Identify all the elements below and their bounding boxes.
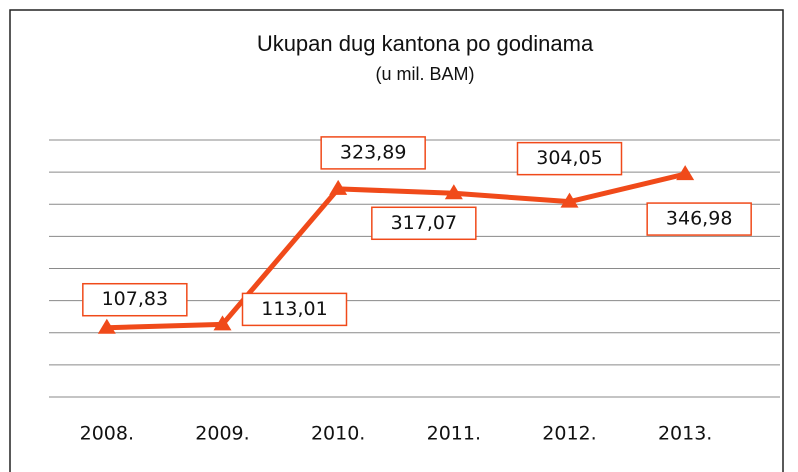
value-label-box (241, 292, 348, 327)
x-tick-label: 2013. (658, 423, 712, 445)
value-label: 107,83 (102, 288, 168, 310)
value-label: 323,89 (340, 141, 406, 163)
marker (329, 179, 348, 195)
marker (560, 192, 579, 208)
value-label: 346,98 (666, 208, 732, 230)
value-label-box (371, 206, 477, 241)
marker (213, 315, 232, 331)
value-label: 317,07 (391, 212, 457, 234)
x-tick-label: 2009. (195, 423, 249, 445)
line (106, 171, 686, 331)
value-label-box (320, 136, 426, 170)
marker (676, 165, 695, 181)
frame (9, 9, 784, 472)
value-label-box (646, 202, 752, 236)
marker (97, 318, 116, 334)
marker (444, 184, 463, 200)
value-label-box (82, 282, 188, 317)
value-label-box (516, 141, 623, 176)
value-label: 113,01 (261, 298, 327, 320)
x-tick-label: 2011. (427, 423, 481, 445)
x-tick-label: 2012. (542, 423, 596, 445)
chart-subtitle: (u mil. BAM) (376, 64, 475, 84)
chart-title: Ukupan dug kantona po godinama (257, 31, 594, 56)
x-tick-label: 2010. (311, 423, 365, 445)
value-label: 304,05 (536, 147, 602, 169)
x-tick-label: 2008. (80, 423, 134, 445)
